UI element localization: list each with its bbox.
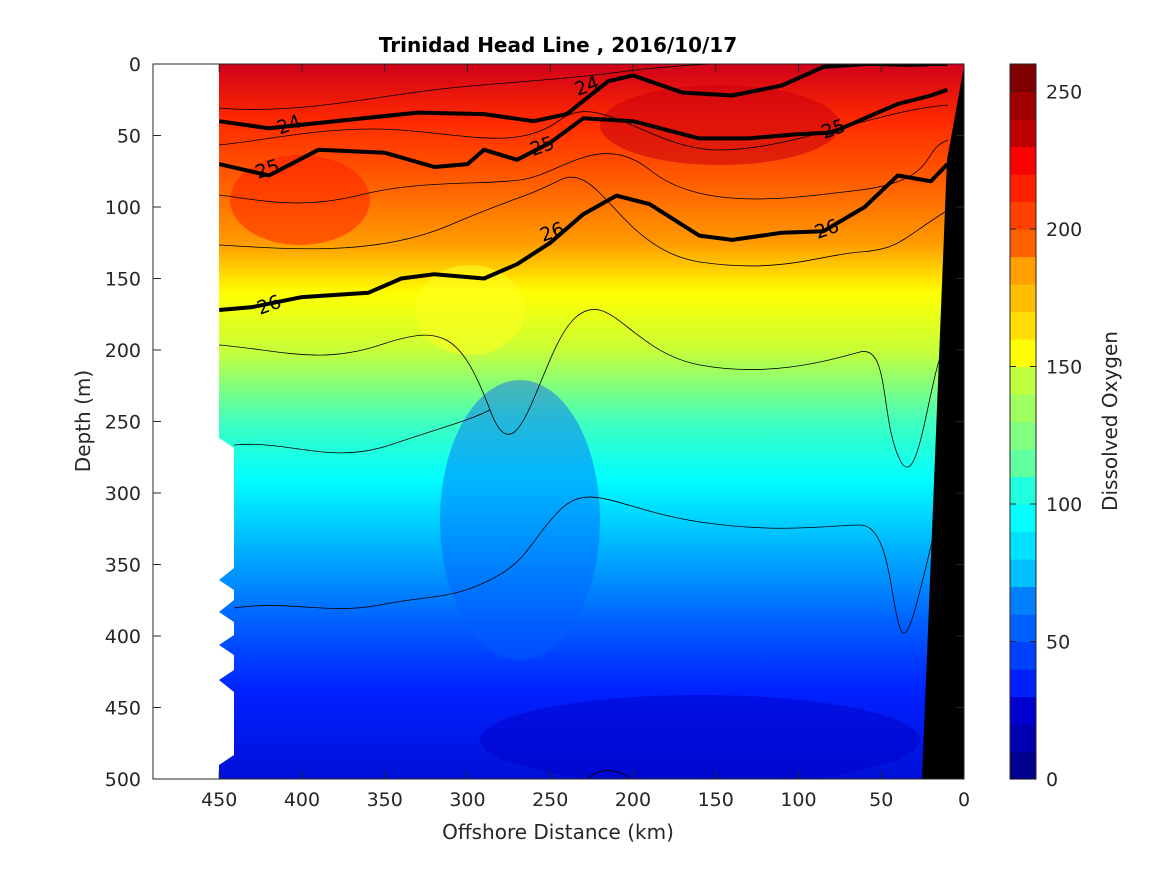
colorbar-ticks: 0 50 100 150 200 250 <box>1010 82 1082 791</box>
high-oxygen-core <box>600 85 840 165</box>
x-axis-title: Offshore Distance (km) <box>442 820 674 844</box>
colorbar-segment <box>1010 201 1036 230</box>
chart-title: Trinidad Head Line , 2016/10/17 <box>379 33 737 57</box>
x-tick-label: 200 <box>615 789 651 811</box>
x-tick-label: 50 <box>869 789 893 811</box>
y-tick-label: 250 <box>105 412 141 434</box>
y-axis-ticks: 0 50 100 150 200 250 300 350 400 450 500 <box>105 54 964 791</box>
y-tick-label: 100 <box>105 197 141 219</box>
colorbar-tick-label: 50 <box>1046 632 1070 654</box>
colorbar-segment <box>1010 531 1036 560</box>
sigma-contour-24 <box>218 64 948 131</box>
x-tick-label: 300 <box>449 789 485 811</box>
thin-contour <box>218 309 949 468</box>
colorbar-segment <box>1010 256 1036 285</box>
x-tick-label: 150 <box>698 789 734 811</box>
y-tick-label: 300 <box>105 483 141 505</box>
colorbar-segment <box>1010 504 1036 533</box>
x-tick-label: 400 <box>284 789 320 811</box>
colorbar-tick-label: 250 <box>1046 82 1082 104</box>
colorbar <box>1010 64 1036 780</box>
high-oxygen-core-west <box>230 155 370 245</box>
y-tick-label: 450 <box>105 698 141 720</box>
colorbar-segment <box>1010 614 1036 643</box>
colorbar-segment <box>1010 119 1036 148</box>
x-tick-label: 100 <box>780 789 816 811</box>
colorbar-segment <box>1010 696 1036 725</box>
colorbar-tick-label: 0 <box>1046 769 1058 791</box>
thin-contour <box>218 177 949 267</box>
colorbar-title: Dissolved Oxygen <box>1098 331 1122 511</box>
x-tick-label: 450 <box>201 789 237 811</box>
colorbar-segment <box>1010 146 1036 175</box>
x-axis-ticks: 450 400 350 300 250 200 150 100 50 0 <box>201 64 970 811</box>
colorbar-segment <box>1010 449 1036 478</box>
colorbar-tick-label: 150 <box>1046 357 1082 379</box>
deep-low-oxygen <box>480 695 920 779</box>
sigma-contour-25 <box>218 87 949 178</box>
x-tick-label: 0 <box>958 789 970 811</box>
colorbar-segment <box>1010 394 1036 423</box>
oxygen-field <box>219 64 964 779</box>
y-tick-label: 350 <box>105 555 141 577</box>
y-axis-title: Depth (m) <box>71 370 95 472</box>
y-tick-label: 400 <box>105 626 141 648</box>
thin-contour <box>218 139 949 204</box>
colorbar-segment <box>1010 724 1036 753</box>
colorbar-tick-label: 100 <box>1046 494 1082 516</box>
colorbar-segment <box>1010 91 1036 120</box>
x-tick-label: 250 <box>532 789 568 811</box>
y-tick-label: 200 <box>105 340 141 362</box>
colorbar-segment <box>1010 476 1036 505</box>
y-tick-label: 500 <box>105 769 141 791</box>
colorbar-segment <box>1010 669 1036 698</box>
colorbar-segment <box>1010 366 1036 395</box>
colorbar-segment <box>1010 284 1036 313</box>
colorbar-segment <box>1010 751 1036 780</box>
yellow-band-tongue <box>415 265 525 355</box>
colorbar-segment <box>1010 64 1036 93</box>
thin-contour <box>233 409 491 454</box>
sigma-contour-26 <box>219 162 949 312</box>
thin-contour <box>218 64 949 110</box>
y-tick-label: 0 <box>129 54 141 76</box>
colorbar-segment <box>1010 586 1036 615</box>
x-tick-label: 350 <box>367 789 403 811</box>
low-oxygen-tongue <box>440 380 600 660</box>
colorbar-segment <box>1010 229 1036 258</box>
colorbar-segment <box>1010 311 1036 340</box>
thin-contours <box>218 64 949 779</box>
thin-contour <box>218 104 949 151</box>
thin-contour <box>233 479 949 634</box>
colorbar-segment <box>1010 174 1036 203</box>
colorbar-segment <box>1010 421 1036 450</box>
colorbar-frame <box>1009 63 1037 780</box>
shelf-mask <box>922 66 964 779</box>
y-tick-label: 50 <box>117 126 141 148</box>
colorbar-segment <box>1010 339 1036 368</box>
colorbar-segment <box>1010 641 1036 670</box>
colorbar-segment <box>1010 559 1036 588</box>
density-contours <box>218 64 949 312</box>
y-tick-label: 150 <box>105 269 141 291</box>
colorbar-tick-label: 200 <box>1046 219 1082 241</box>
thin-contour <box>586 770 629 779</box>
